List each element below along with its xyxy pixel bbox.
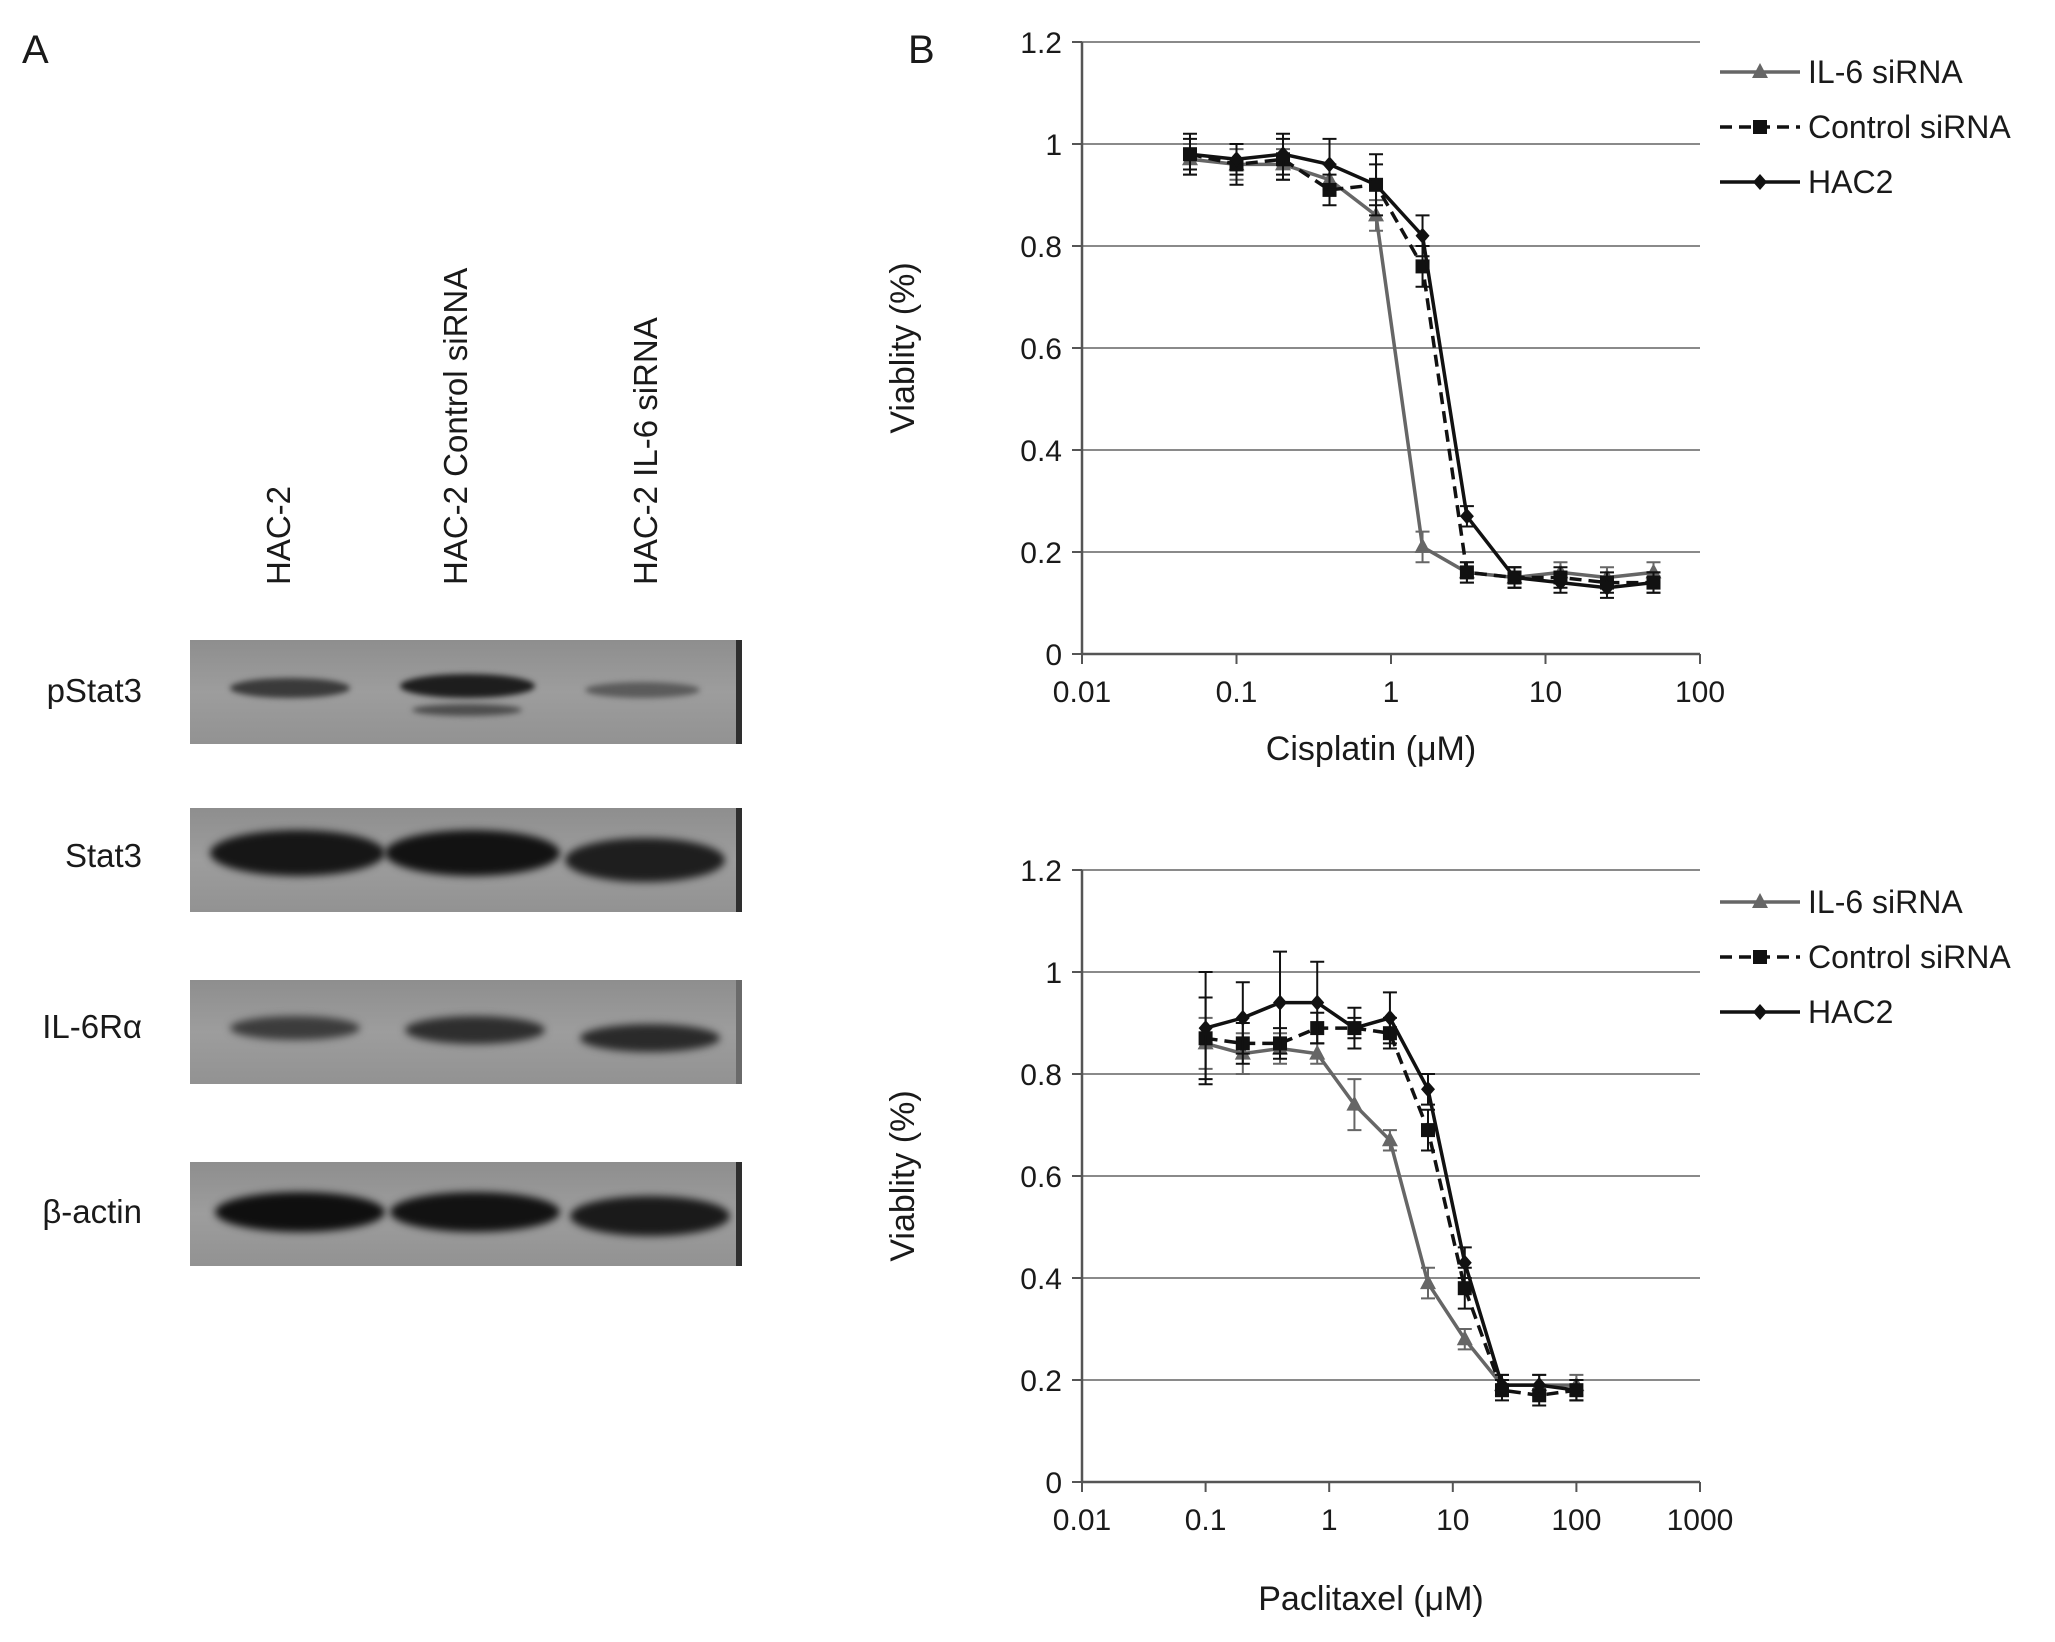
y-tick-label: 0.6 bbox=[1020, 1161, 1062, 1194]
y-tick-label: 0 bbox=[1045, 639, 1062, 672]
legend-entry: IL-6 siRNA bbox=[1808, 54, 1963, 90]
series-line-hac2 bbox=[1205, 1000, 1577, 1392]
data-point bbox=[1457, 1281, 1472, 1296]
blot-row-label-il6ra: IL-6Rα bbox=[42, 1008, 142, 1045]
x-tick-label: 0.01 bbox=[1053, 676, 1111, 709]
data-point bbox=[1419, 1274, 1436, 1290]
data-point bbox=[1309, 1044, 1326, 1060]
x-tick-label: 1000 bbox=[1667, 1504, 1734, 1537]
data-point bbox=[1229, 151, 1244, 168]
legend-marker bbox=[1752, 63, 1768, 78]
data-point bbox=[1457, 1254, 1472, 1271]
y-tick-label: 0.4 bbox=[1020, 435, 1062, 468]
data-point bbox=[1646, 574, 1661, 591]
data-point bbox=[1235, 1009, 1250, 1026]
y-axis-title: Viablity (%) bbox=[884, 1090, 922, 1261]
legend-entry: HAC2 bbox=[1808, 994, 1893, 1030]
data-point bbox=[1459, 508, 1474, 525]
blot-row-label-stat3: Stat3 bbox=[64, 837, 142, 874]
data-point bbox=[1382, 1009, 1397, 1026]
data-point bbox=[1276, 146, 1291, 163]
y-tick-label: 1 bbox=[1045, 957, 1062, 990]
x-tick-label: 0.01 bbox=[1053, 1504, 1111, 1537]
x-tick-label: 1 bbox=[1321, 1504, 1338, 1537]
x-tick-label: 10 bbox=[1436, 1504, 1469, 1537]
legend-marker bbox=[1753, 120, 1767, 134]
paclitaxel-viability-chart: 0 0.2 0.4 0.6 0.8 1 1.2 0.01 0.1 1 10 100 1000 Paclit… bbox=[884, 855, 2011, 1618]
y-tick-label: 0.2 bbox=[1020, 537, 1062, 570]
x-tick-label: 100 bbox=[1675, 676, 1725, 709]
blot-row-label-pstat3: pStat3 bbox=[46, 672, 142, 709]
panel-label-b: B bbox=[908, 28, 935, 72]
data-point bbox=[1420, 1081, 1435, 1098]
x-tick-label: 0.1 bbox=[1216, 676, 1258, 709]
legend-marker bbox=[1753, 950, 1767, 964]
blot-row-label-beta-actin: β-actin bbox=[42, 1193, 142, 1230]
x-axis-title: Cisplatin (μM) bbox=[1266, 730, 1476, 768]
y-tick-label: 0 bbox=[1045, 1467, 1062, 1500]
series-line-control-sirna bbox=[1205, 1026, 1577, 1398]
data-point bbox=[1381, 1131, 1398, 1147]
y-tick-label: 0.4 bbox=[1020, 1263, 1062, 1296]
data-point bbox=[1420, 1123, 1435, 1138]
data-point bbox=[1347, 1020, 1362, 1037]
x-tick-label: 1 bbox=[1383, 676, 1400, 709]
data-point bbox=[1569, 1382, 1584, 1399]
blot-strip-stat3 bbox=[190, 808, 742, 912]
panel-label-a: A bbox=[22, 28, 49, 72]
data-point bbox=[1494, 1377, 1509, 1394]
data-point bbox=[1532, 1377, 1547, 1394]
data-point bbox=[1456, 1330, 1473, 1346]
x-axis-title: Paclitaxel (μM) bbox=[1258, 1580, 1484, 1618]
data-point bbox=[1553, 574, 1568, 591]
blot-strip-pstat3 bbox=[190, 640, 742, 744]
data-point bbox=[1346, 1095, 1363, 1111]
y-tick-label: 1.2 bbox=[1020, 855, 1062, 888]
data-point bbox=[1459, 565, 1474, 580]
data-point bbox=[1599, 579, 1614, 596]
data-point bbox=[1273, 994, 1288, 1011]
data-point bbox=[1310, 994, 1325, 1011]
data-point bbox=[1415, 227, 1430, 244]
x-tick-label: 100 bbox=[1551, 1504, 1601, 1537]
y-tick-label: 0.8 bbox=[1020, 1059, 1062, 1092]
x-tick-label: 10 bbox=[1529, 676, 1562, 709]
blot-strip-il6ra bbox=[190, 980, 742, 1084]
legend-entry: Control siRNA bbox=[1808, 939, 2011, 975]
data-point bbox=[1507, 569, 1522, 586]
y-tick-label: 0.8 bbox=[1020, 231, 1062, 264]
data-point bbox=[1198, 1020, 1213, 1037]
data-point bbox=[1182, 146, 1197, 163]
legend-marker bbox=[1752, 893, 1768, 908]
x-tick-label: 0.1 bbox=[1185, 1504, 1227, 1537]
legend-entry: HAC2 bbox=[1808, 164, 1893, 200]
series-line-il-6-sirna bbox=[1205, 1041, 1577, 1387]
legend-marker bbox=[1753, 174, 1767, 190]
data-point bbox=[1645, 563, 1662, 579]
y-tick-label: 1.2 bbox=[1020, 27, 1062, 60]
cisplatin-viability-chart: 0 0.2 0.4 0.6 0.8 1 1.2 0.01 0.1 1 10 100 Cisplatin … bbox=[884, 27, 2011, 768]
blot-strip-beta-actin bbox=[190, 1162, 742, 1266]
y-tick-label: 0.6 bbox=[1020, 333, 1062, 366]
data-point bbox=[1369, 176, 1384, 193]
legend-entry: IL-6 siRNA bbox=[1808, 884, 1963, 920]
y-tick-label: 1 bbox=[1045, 129, 1062, 162]
legend-entry: Control siRNA bbox=[1808, 109, 2011, 145]
data-point bbox=[1322, 156, 1337, 173]
y-axis-title: Viablity (%) bbox=[884, 262, 922, 433]
legend-marker bbox=[1753, 1004, 1767, 1020]
data-point bbox=[1414, 537, 1431, 553]
y-tick-label: 0.2 bbox=[1020, 1365, 1062, 1398]
